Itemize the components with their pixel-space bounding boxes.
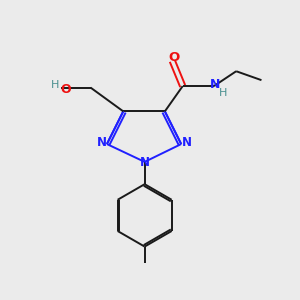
Text: N: N bbox=[97, 136, 106, 149]
Text: H: H bbox=[219, 88, 227, 98]
Text: O: O bbox=[168, 51, 179, 64]
Text: N: N bbox=[182, 136, 192, 149]
Text: N: N bbox=[140, 156, 150, 169]
Text: O: O bbox=[61, 82, 71, 96]
Text: H: H bbox=[51, 80, 59, 90]
Text: N: N bbox=[210, 78, 220, 91]
